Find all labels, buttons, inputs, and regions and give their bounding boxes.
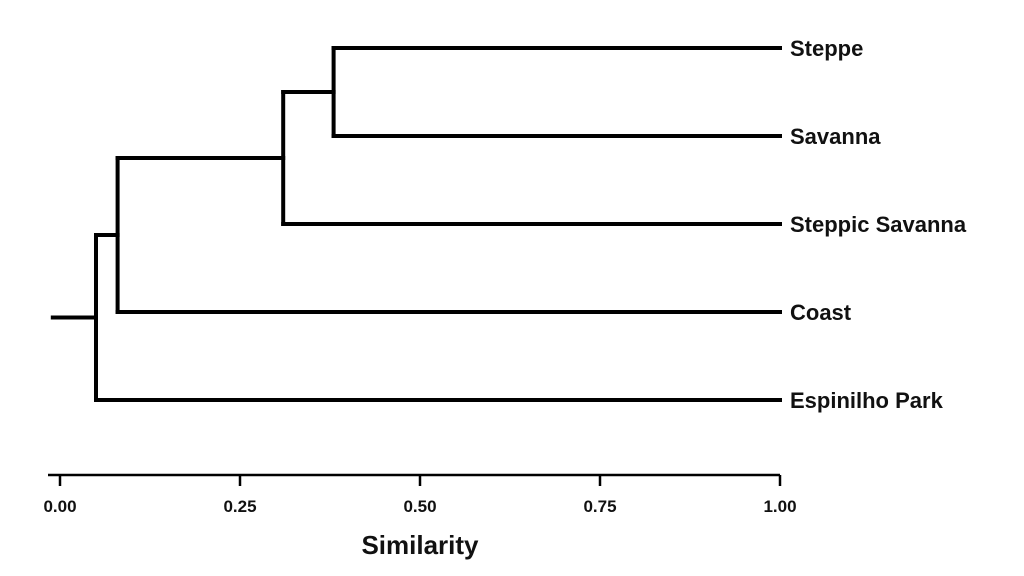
- similarity-axis: 0.00 0.25 0.50 0.75 1.00 Similarity: [43, 473, 797, 560]
- dendrogram-tree: [50, 46, 782, 402]
- tick-label-1-00: 1.00: [763, 497, 796, 516]
- leaf-label-steppe: Steppe: [790, 36, 863, 61]
- tick-label-0-25: 0.25: [223, 497, 256, 516]
- leaf-label-steppic-savanna: Steppic Savanna: [790, 212, 967, 237]
- axis-ticks: 0.00 0.25 0.50 0.75 1.00: [43, 475, 797, 516]
- leaf-label-espinilho-park: Espinilho Park: [790, 388, 944, 413]
- leaf-label-coast: Coast: [790, 300, 852, 325]
- tick-label-0-00: 0.00: [43, 497, 76, 516]
- tick-label-0-50: 0.50: [403, 497, 436, 516]
- tick-label-0-75: 0.75: [583, 497, 616, 516]
- leaf-label-savanna: Savanna: [790, 124, 881, 149]
- leaf-labels: Steppe Savanna Steppic Savanna Coast Espinil…: [790, 36, 967, 413]
- axis-title: Similarity: [361, 530, 479, 560]
